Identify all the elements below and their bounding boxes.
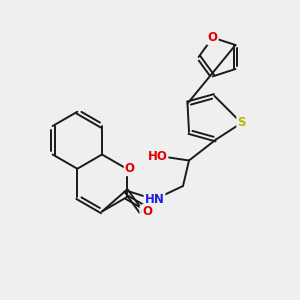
Text: O: O (140, 206, 151, 220)
Text: HO: HO (148, 149, 167, 163)
Text: O: O (143, 205, 153, 218)
Text: HN: HN (145, 193, 164, 206)
Text: S: S (237, 116, 246, 130)
Text: O: O (125, 162, 135, 175)
Text: O: O (208, 31, 218, 44)
